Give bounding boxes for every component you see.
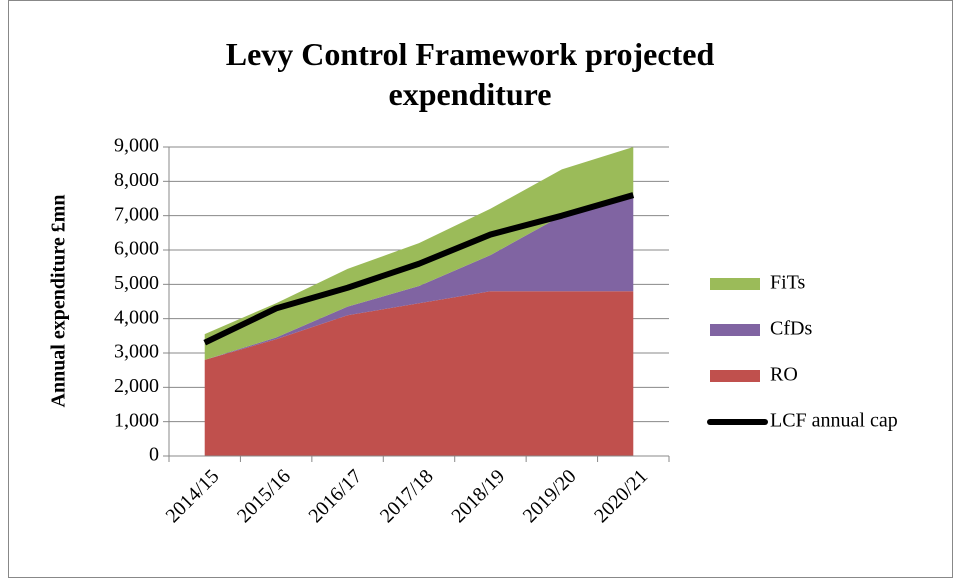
area <box>204 195 634 360</box>
legend-label: CfDs <box>770 318 812 340</box>
area <box>204 147 634 360</box>
y-tick-label: 0 <box>149 444 159 466</box>
y-tick-label: 1,000 <box>114 409 159 431</box>
area <box>204 291 634 456</box>
legend-swatch <box>710 278 760 290</box>
y-tick-label: 5,000 <box>114 272 159 294</box>
y-tick-label: 8,000 <box>114 169 159 191</box>
legend-label: RO <box>770 364 798 386</box>
y-tick-label: 4,000 <box>114 306 159 328</box>
legend-swatch <box>710 324 760 336</box>
legend-label: FiTs <box>770 272 806 294</box>
y-axis-label: Annual expenditure £mn <box>48 194 70 407</box>
legend-label: LCF annual cap <box>770 410 898 432</box>
y-tick-label: 9,000 <box>114 135 159 157</box>
y-tick-label: 7,000 <box>114 203 159 225</box>
y-tick-label: 6,000 <box>114 238 159 260</box>
line <box>203 192 635 346</box>
y-tick-label: 2,000 <box>114 375 159 397</box>
y-tick-label: 3,000 <box>114 341 159 363</box>
chart-title: Levy Control Framework projected expendit… <box>226 36 715 112</box>
legend-swatch <box>710 370 760 382</box>
